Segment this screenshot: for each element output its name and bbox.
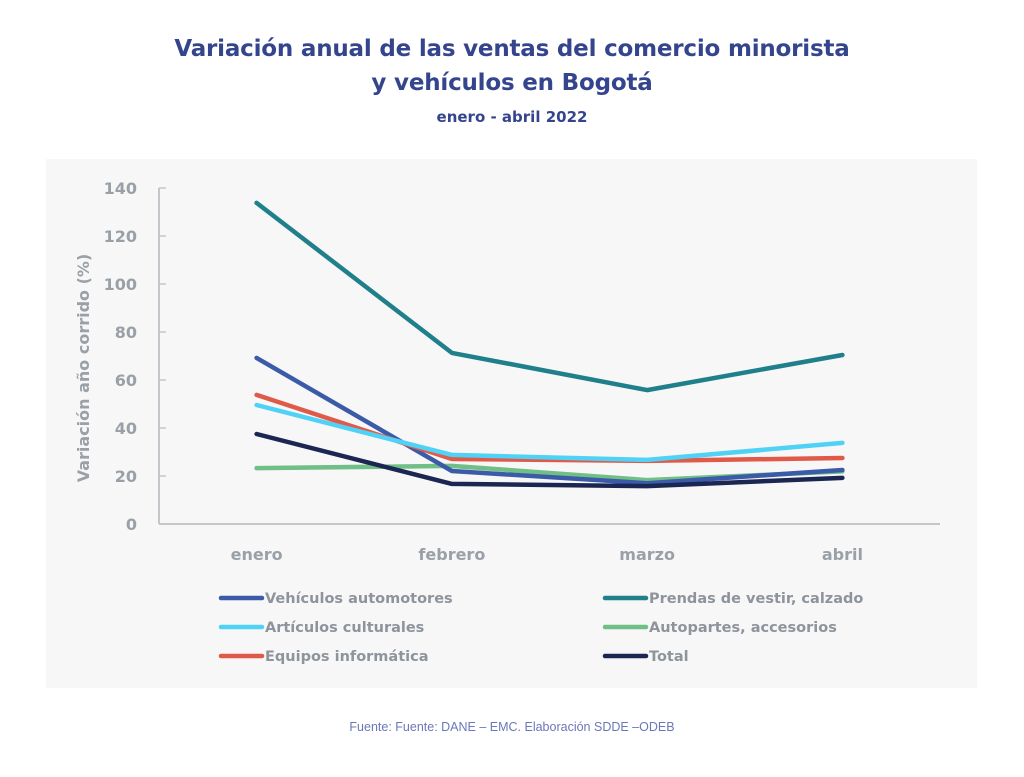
y-tick-label: 0 xyxy=(126,515,137,534)
legend-label: Equipos informática xyxy=(265,649,429,665)
y-tick-label: 60 xyxy=(115,371,137,390)
chart-subtitle: enero - abril 2022 xyxy=(436,108,588,126)
series-line-total xyxy=(254,431,845,489)
chart-title-line2: y vehículos en Bogotá xyxy=(371,70,653,96)
chart-title: Variación anual de las ventas del comerc… xyxy=(174,36,850,62)
y-tick-label: 80 xyxy=(115,323,137,342)
source-note: Fuente: Fuente: DANE – EMC. Elaboración … xyxy=(349,720,675,734)
chart-panel xyxy=(46,159,977,688)
x-tick-label: enero xyxy=(231,545,283,564)
legend-label: Autopartes, accesorios xyxy=(649,620,837,636)
y-tick-label: 100 xyxy=(104,275,137,294)
x-tick-label: febrero xyxy=(418,545,485,564)
y-tick-label: 40 xyxy=(115,419,137,438)
series-line-equipos-informatica xyxy=(254,392,845,464)
legend-label: Artículos culturales xyxy=(265,620,424,636)
y-tick-label: 120 xyxy=(104,227,137,246)
y-axis-label: Variación año corrido (%) xyxy=(74,254,93,483)
series-line-vehiculos-automotores xyxy=(254,355,845,486)
legend-label: Vehículos automotores xyxy=(265,591,453,607)
legend-label: Total xyxy=(649,649,689,665)
x-tick-label: abril xyxy=(822,545,863,564)
y-tick-label: 20 xyxy=(115,467,137,486)
series-line-prendas-de-vestir-calzado xyxy=(254,200,845,393)
legend-label: Prendas de vestir, calzado xyxy=(649,591,863,607)
x-tick-label: marzo xyxy=(619,545,675,564)
series-line-articulos-culturales xyxy=(254,402,845,463)
y-tick-label: 140 xyxy=(104,179,137,198)
